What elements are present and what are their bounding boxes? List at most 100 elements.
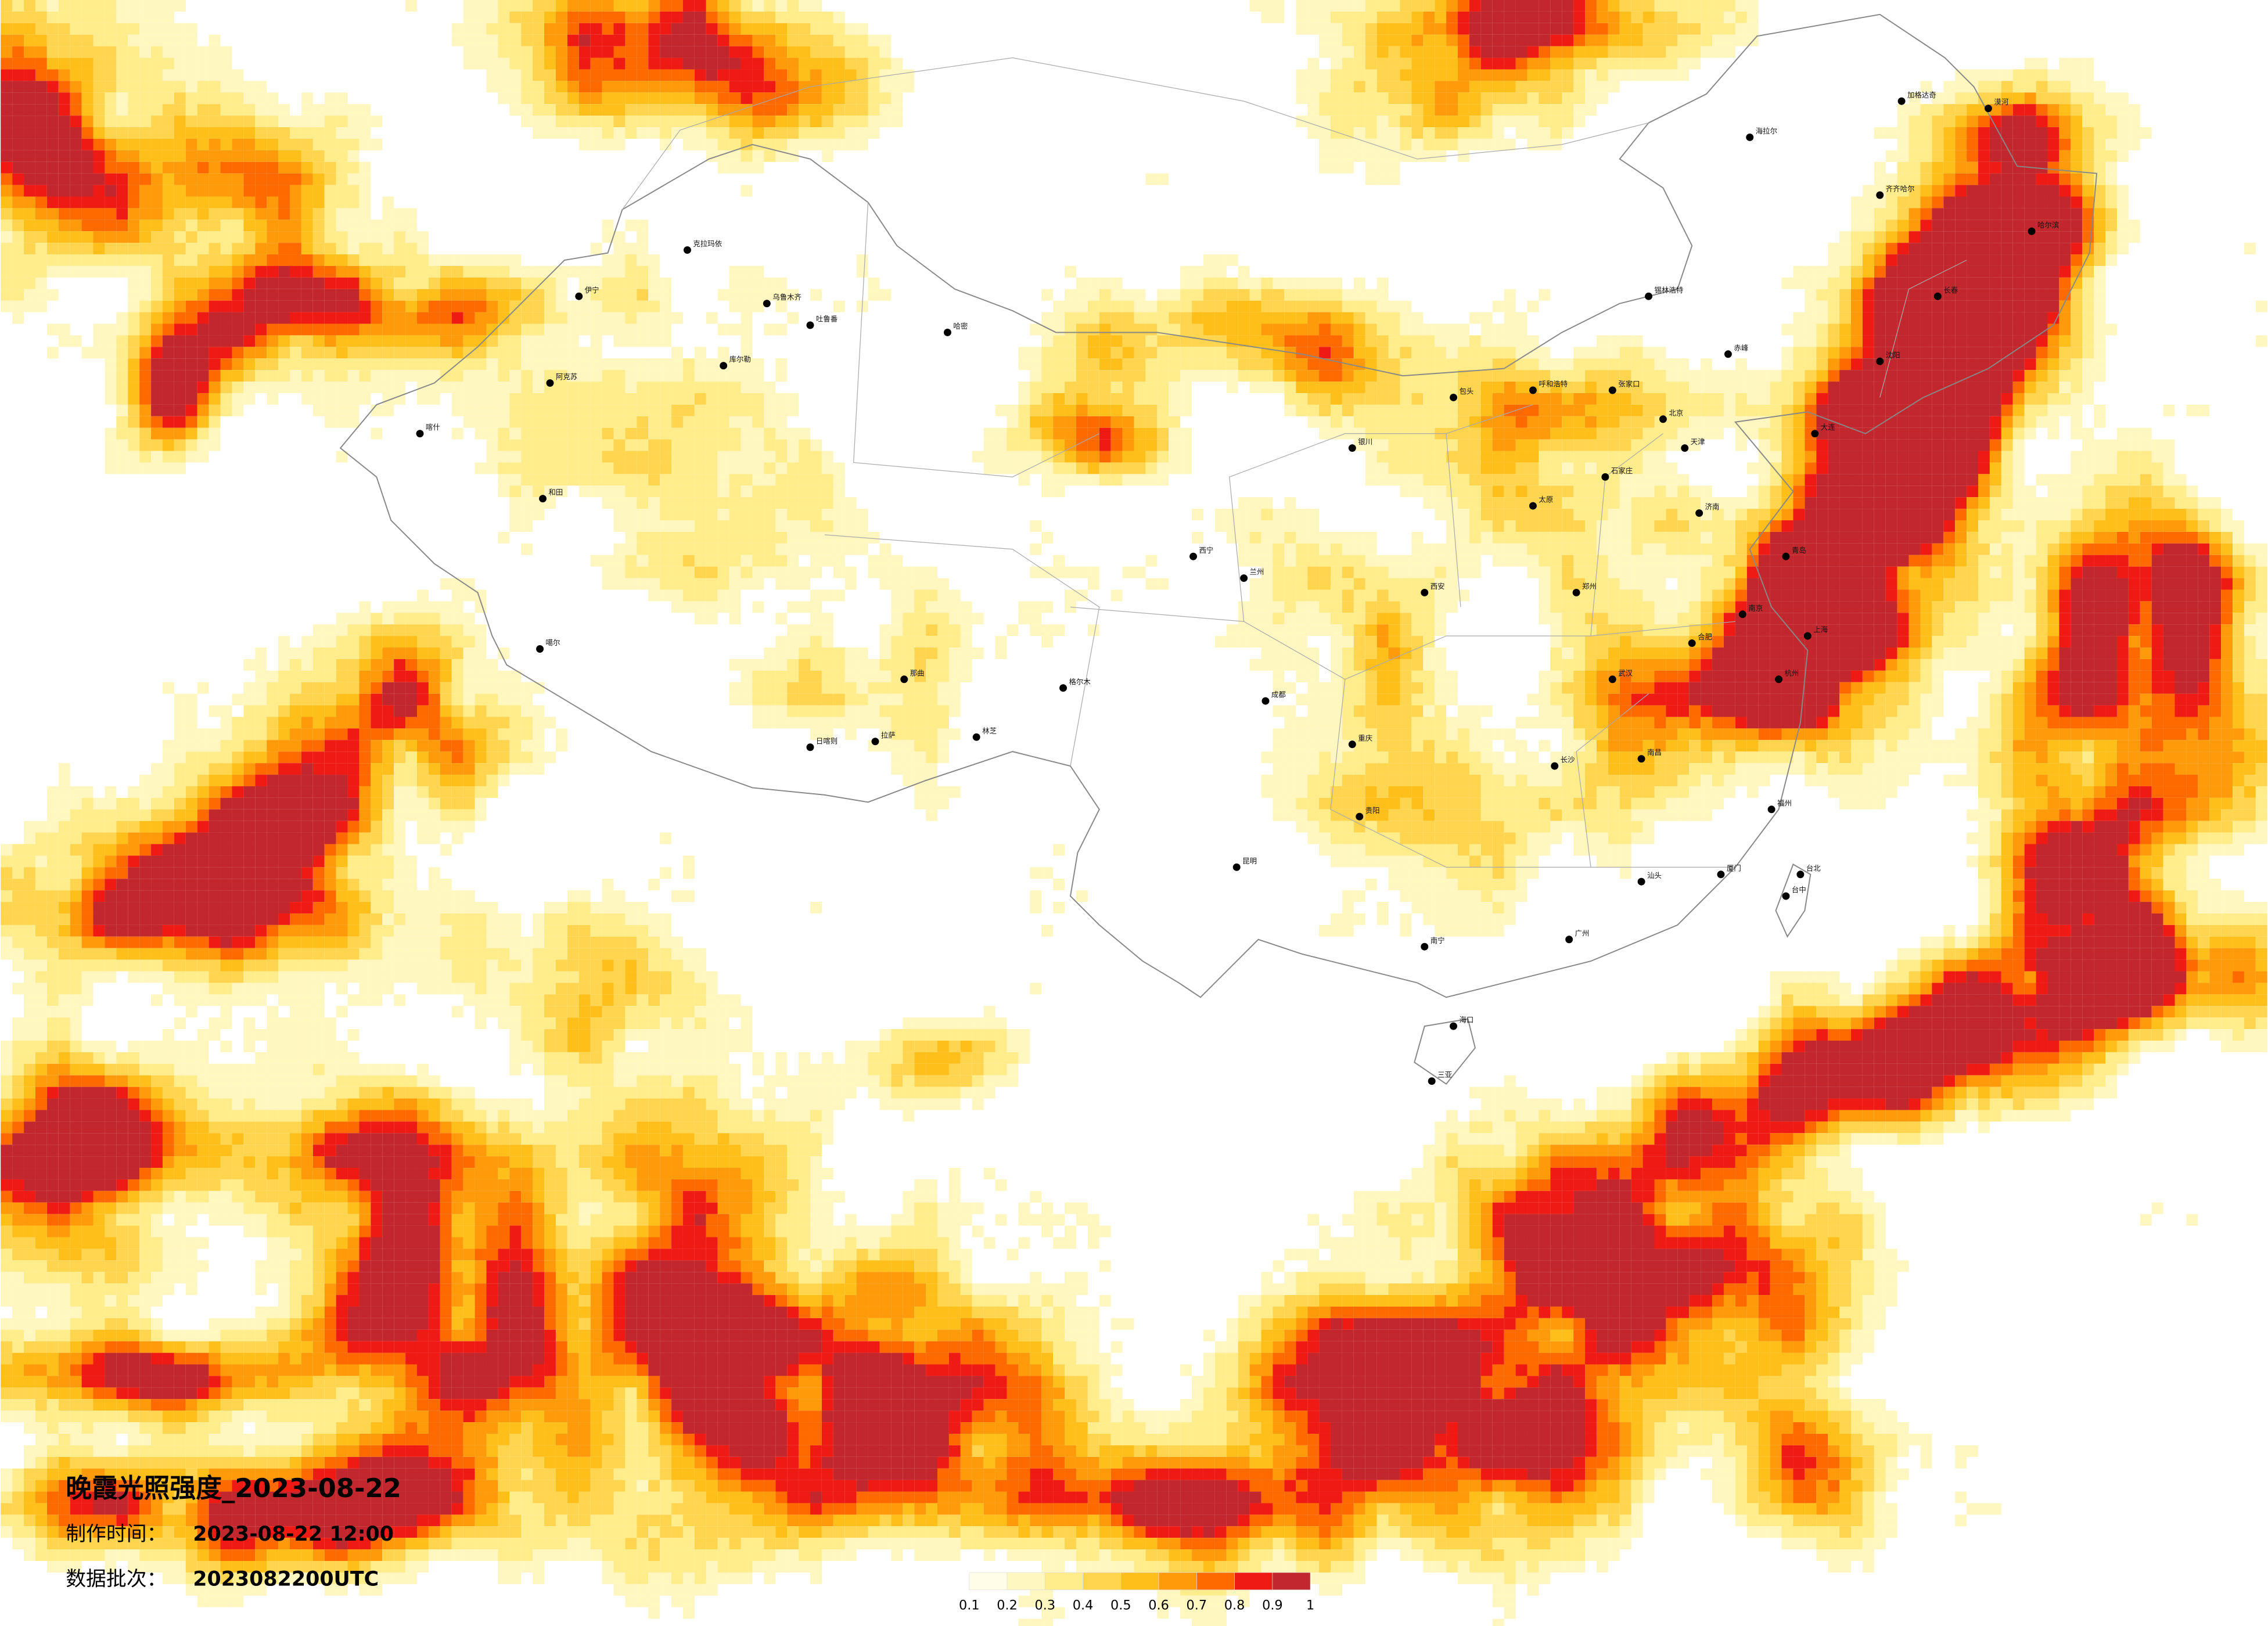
- intensity-cell: [1943, 474, 1956, 486]
- intensity-cell: [324, 254, 336, 266]
- intensity-cell: [682, 404, 695, 416]
- intensity-cell: [764, 69, 776, 81]
- intensity-cell: [1642, 11, 1655, 23]
- intensity-cell: [232, 347, 244, 359]
- intensity-cell: [162, 104, 174, 116]
- intensity-cell: [174, 312, 186, 324]
- intensity-cell: [1712, 46, 1724, 58]
- intensity-cell: [1423, 347, 1435, 359]
- intensity-cell: [1967, 451, 1979, 463]
- intensity-cell: [509, 439, 522, 451]
- intensity-cell: [1515, 323, 1527, 336]
- intensity-cell: [1400, 81, 1412, 93]
- intensity-cell: [93, 323, 105, 336]
- intensity-cell: [2105, 150, 2117, 162]
- intensity-cell: [1376, 277, 1389, 289]
- intensity-cell: [324, 358, 336, 370]
- intensity-cell: [1388, 416, 1400, 428]
- intensity-cell: [2140, 485, 2152, 498]
- intensity-cell: [1504, 509, 1516, 520]
- intensity-cell: [1642, 69, 1655, 81]
- intensity-cell: [128, 116, 140, 128]
- intensity-cell: [1365, 312, 1377, 324]
- intensity-cell: [1735, 509, 1747, 520]
- intensity-cell: [1978, 243, 1990, 255]
- intensity-cell: [417, 243, 429, 255]
- intensity-cell: [660, 485, 672, 498]
- intensity-cell: [1435, 150, 1447, 162]
- intensity-cell: [185, 23, 197, 35]
- intensity-cell: [1376, 69, 1389, 81]
- intensity-cell: [162, 243, 174, 255]
- intensity-cell: [12, 243, 24, 255]
- intensity-cell: [868, 104, 880, 116]
- intensity-cell: [1955, 497, 1967, 509]
- intensity-cell: [1562, 69, 1574, 81]
- intensity-cell: [729, 427, 741, 440]
- intensity-cell: [752, 138, 764, 150]
- intensity-cell: [1435, 416, 1447, 428]
- intensity-cell: [2001, 231, 2013, 243]
- intensity-cell: [1492, 358, 1504, 370]
- intensity-cell: [625, 116, 637, 128]
- intensity-cell: [1631, 358, 1643, 370]
- intensity-cell: [821, 138, 833, 150]
- intensity-cell: [46, 127, 59, 139]
- intensity-cell: [2024, 104, 2036, 116]
- intensity-cell: [1504, 370, 1516, 382]
- intensity-cell: [1550, 393, 1562, 405]
- intensity-cell: [312, 347, 325, 359]
- intensity-cell: [2001, 300, 2013, 312]
- intensity-cell: [116, 127, 128, 139]
- intensity-cell: [2036, 185, 2048, 197]
- intensity-cell: [81, 161, 94, 174]
- intensity-cell: [1376, 57, 1389, 70]
- intensity-cell: [35, 243, 47, 255]
- intensity-cell: [1908, 277, 1921, 289]
- intensity-cell: [1065, 451, 1076, 463]
- intensity-cell: [1955, 416, 1967, 428]
- intensity-cell: [1435, 485, 1447, 498]
- intensity-cell: [648, 312, 660, 324]
- intensity-cell: [162, 254, 174, 266]
- intensity-cell: [613, 81, 626, 93]
- intensity-cell: [1978, 323, 1990, 336]
- intensity-cell: [1515, 46, 1527, 58]
- intensity-cell: [1585, 46, 1597, 58]
- intensity-cell: [24, 254, 35, 266]
- intensity-cell: [2036, 520, 2048, 532]
- intensity-cell: [1065, 300, 1076, 312]
- intensity-cell: [1180, 277, 1192, 289]
- intensity-cell: [729, 289, 741, 301]
- intensity-cell: [1885, 439, 1897, 451]
- intensity-cell: [1781, 485, 1793, 498]
- intensity-cell: [1388, 451, 1400, 463]
- intensity-cell: [209, 185, 221, 197]
- intensity-cell: [637, 531, 649, 544]
- intensity-cell: [35, 104, 47, 116]
- intensity-cell: [2071, 474, 2083, 486]
- intensity-cell: [1989, 520, 2001, 532]
- intensity-cell: [1666, 34, 1678, 46]
- intensity-cell: [1562, 23, 1574, 35]
- intensity-cell: [706, 531, 718, 544]
- intensity-cell: [1839, 509, 1851, 520]
- intensity-cell: [1932, 265, 1944, 278]
- intensity-cell: [625, 92, 637, 105]
- intensity-cell: [128, 11, 140, 23]
- intensity-cell: [162, 347, 174, 359]
- intensity-cell: [1515, 335, 1527, 347]
- intensity-cell: [1619, 57, 1631, 70]
- intensity-cell: [1, 0, 13, 12]
- intensity-cell: [1504, 81, 1516, 93]
- intensity-cell: [1480, 382, 1493, 393]
- intensity-cell: [1330, 57, 1342, 70]
- intensity-cell: [105, 0, 117, 12]
- intensity-cell: [2082, 300, 2094, 312]
- intensity-cell: [139, 451, 152, 463]
- intensity-cell: [1562, 116, 1574, 128]
- intensity-cell: [1273, 277, 1285, 289]
- intensity-cell: [312, 231, 325, 243]
- intensity-cell: [209, 404, 221, 416]
